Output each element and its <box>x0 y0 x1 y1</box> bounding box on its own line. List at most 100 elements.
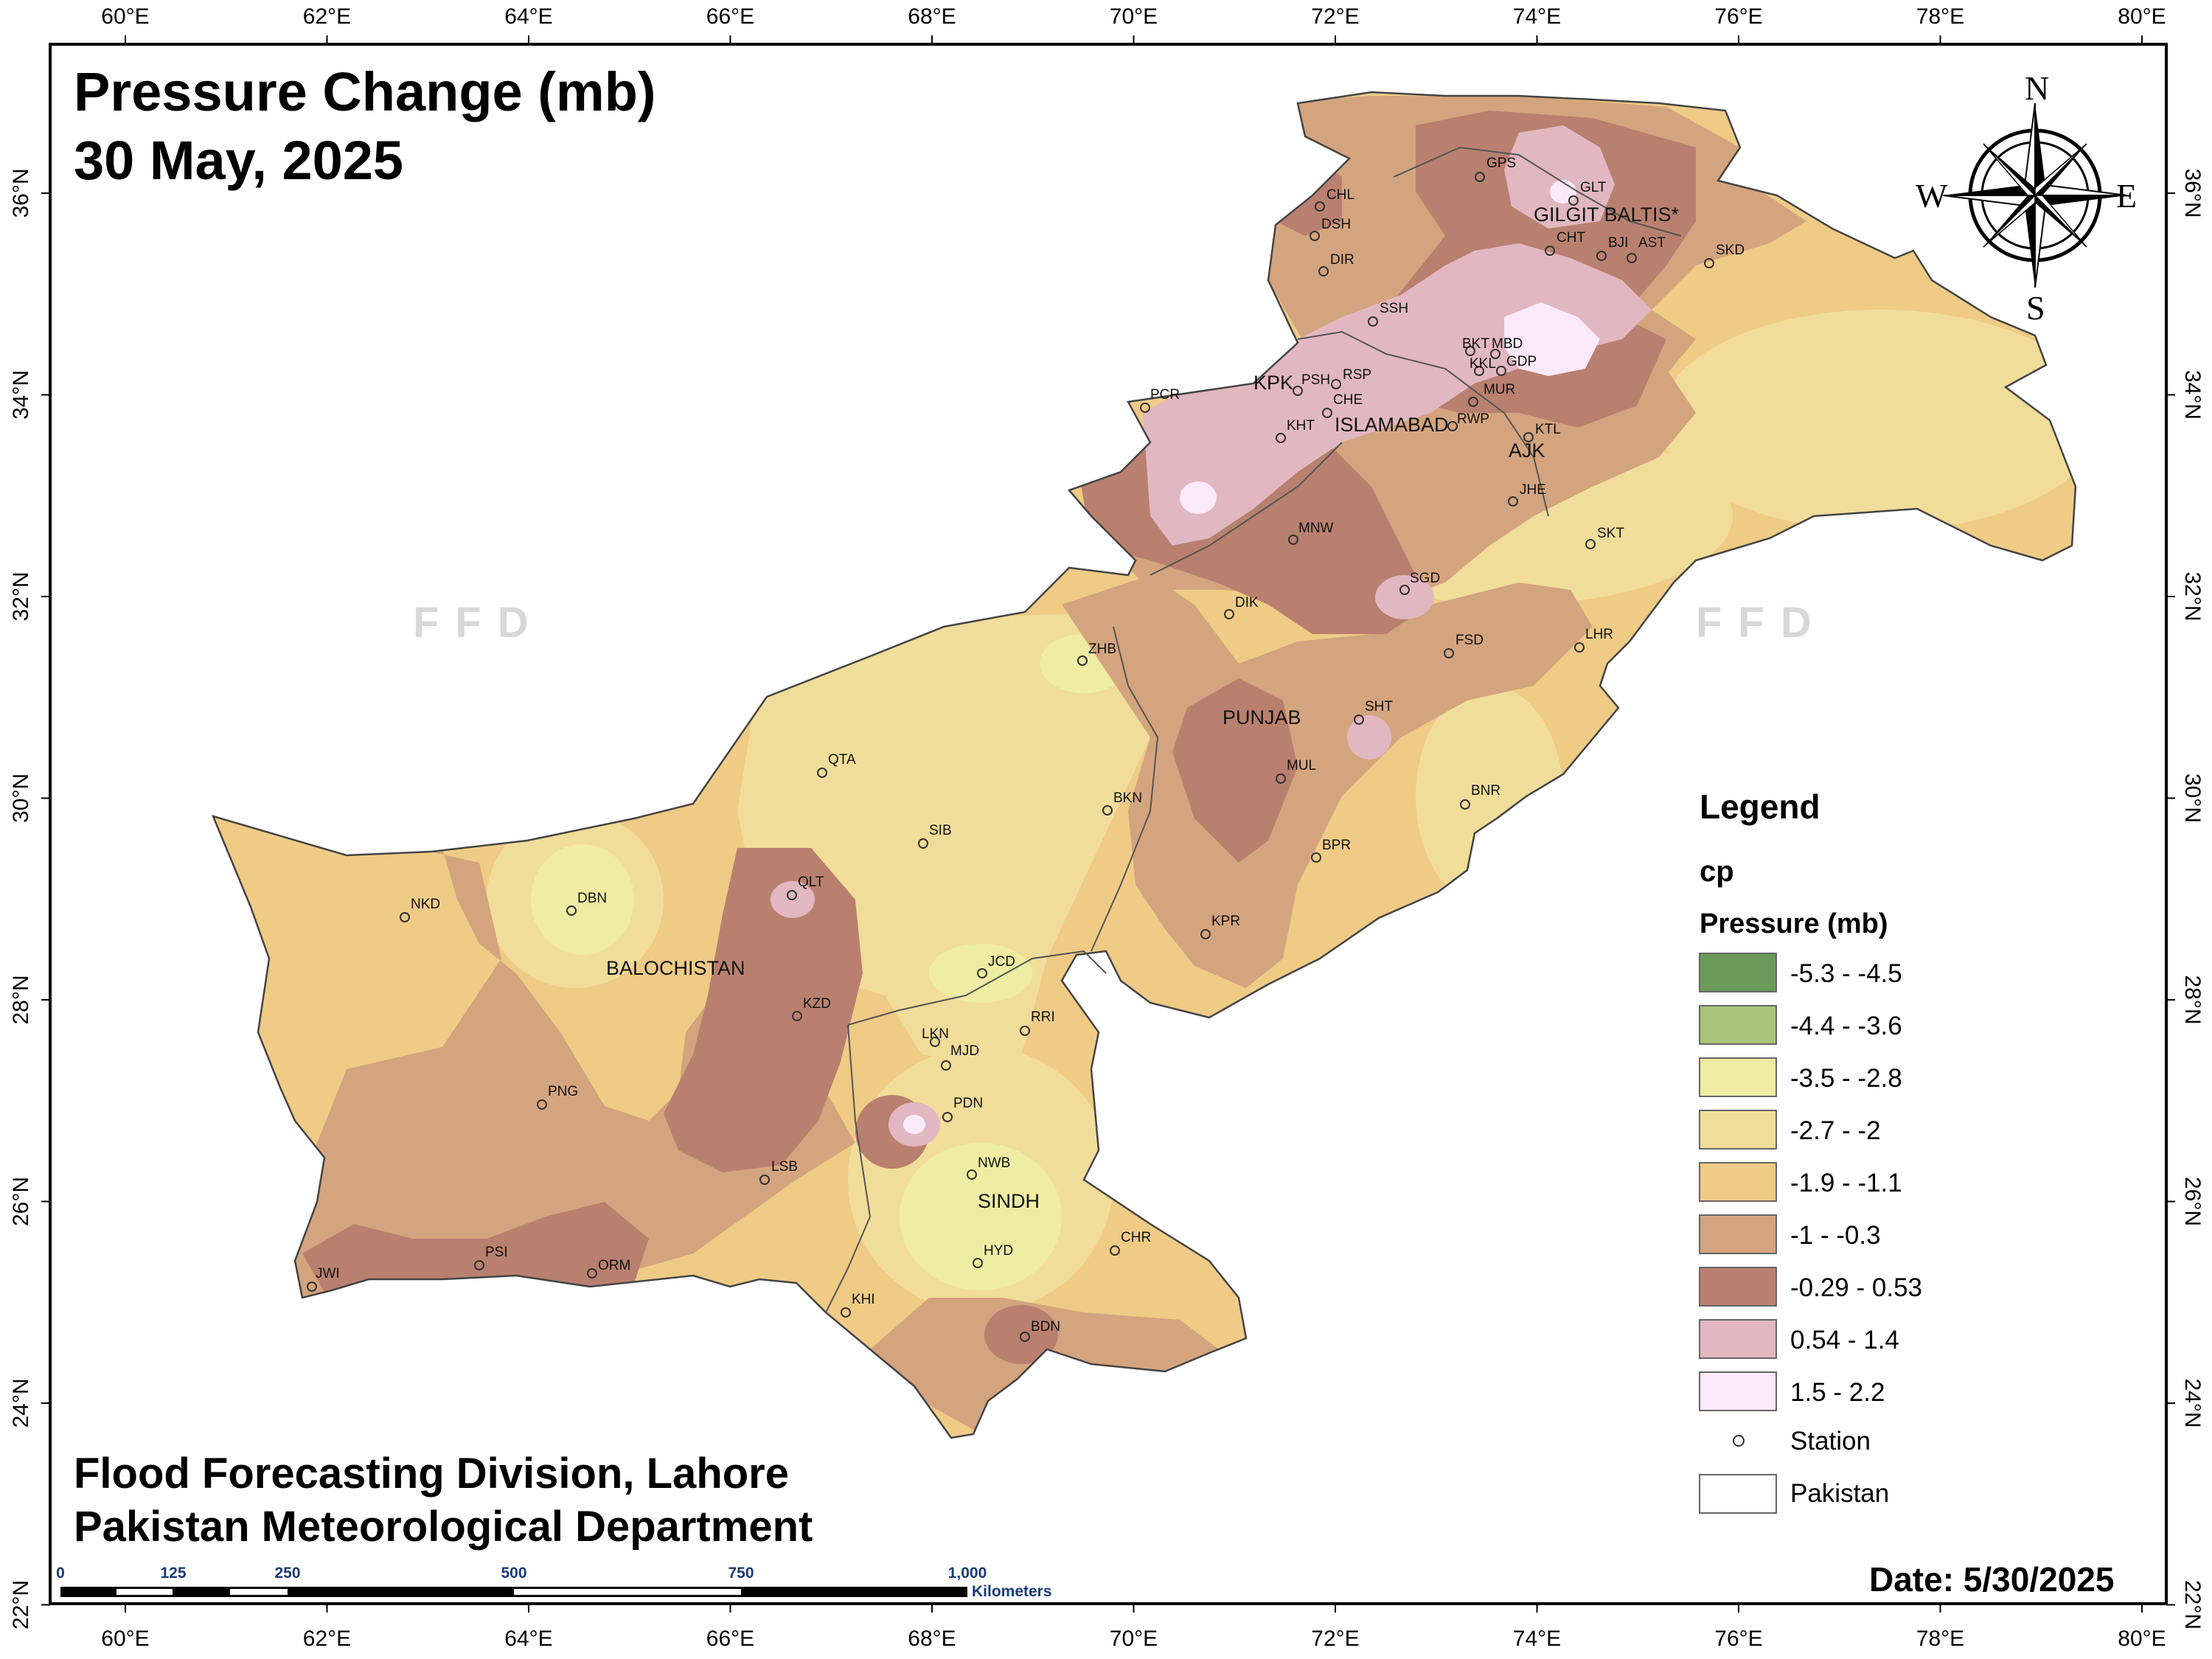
lon-tick-label: 62°E <box>303 4 351 29</box>
longitude-ticks-bottom: 60°E 62°E 64°E 66°E 68°E 70°E 72°E 74°E 76°E 78°E… <box>101 1604 2166 1651</box>
legend-station-symbol <box>1733 1435 1745 1447</box>
legend-class: -4.4 - -3.6 <box>1699 1005 1902 1045</box>
station-png: PNG <box>537 1084 578 1110</box>
lat-tick-label: 22°N <box>9 1580 33 1630</box>
lon-tick-label: 66°E <box>706 4 754 29</box>
station-dir: DIR <box>1318 252 1354 276</box>
station-jwi: JWI <box>307 1266 340 1292</box>
station-bkn: BKN <box>1102 790 1142 815</box>
contour-band <box>531 844 634 955</box>
region-label: KPK <box>1253 372 1293 394</box>
station-chl: CHL <box>1315 187 1354 212</box>
legend-class-label: -1.9 - -1.1 <box>1790 1169 1902 1197</box>
legend-class: -0.29 - 0.53 <box>1699 1267 1922 1307</box>
contour-band <box>1504 302 1600 376</box>
station-jcd: JCD <box>977 954 1015 978</box>
legend-title: Legend <box>1700 787 1820 826</box>
legend-swatch <box>1699 953 1777 992</box>
station-nkd: NKD <box>400 897 440 922</box>
scale-tick-label: 750 <box>728 1565 754 1582</box>
station-orm: ORM <box>587 1258 630 1279</box>
watermark: FFD <box>413 599 545 647</box>
lat-tick-label: 24°N <box>9 1378 33 1427</box>
region-label: SINDH <box>978 1190 1040 1212</box>
legend: Legend cp Pressure (mb) -5.3 - -4.5 -4.4 … <box>1699 787 1922 1514</box>
scale-tick-label: 125 <box>160 1565 186 1582</box>
svg-text:HYD: HYD <box>984 1243 1013 1259</box>
legend-class-label: -3.5 - -2.8 <box>1790 1064 1902 1093</box>
legend-class-label: 1.5 - 2.2 <box>1790 1378 1885 1407</box>
legend-layer: cp <box>1700 855 1734 888</box>
legend-swatch <box>1699 1214 1777 1254</box>
lat-tick-label: 30°N <box>2180 773 2205 823</box>
contour-band <box>664 848 863 1172</box>
station-skd: SKD <box>1704 243 1745 268</box>
station-mnw: MNW <box>1288 521 1334 545</box>
svg-text:PCR: PCR <box>1150 387 1180 403</box>
svg-text:AST: AST <box>1638 235 1666 251</box>
lat-tick-label: 28°N <box>2180 975 2205 1024</box>
station-rri: RRI <box>1020 1009 1055 1036</box>
lat-tick-label: 26°N <box>2180 1177 2205 1226</box>
station-jhe: JHE <box>1508 482 1546 507</box>
station-gdp: GDP <box>1496 354 1537 376</box>
station-sgd: SGD <box>1399 571 1440 595</box>
svg-text:MUR: MUR <box>1484 382 1515 397</box>
lon-tick-label: 80°E <box>2118 1627 2166 1651</box>
svg-text:PDN: PDN <box>953 1096 983 1111</box>
lat-tick-label: 28°N <box>9 975 33 1024</box>
station-gps: GPS <box>1475 156 1516 182</box>
legend-swatch <box>1699 1319 1777 1359</box>
svg-text:SKT: SKT <box>1597 526 1624 541</box>
lon-tick-label: 76°E <box>1714 1627 1762 1651</box>
region-label: PUNJAB <box>1222 706 1301 728</box>
svg-text:PSI: PSI <box>485 1245 508 1260</box>
compass-rose: N S E W <box>1916 69 2137 327</box>
province-boundaries <box>825 146 1682 1313</box>
lon-tick-label: 74°E <box>1513 4 1561 29</box>
legend-class-label: -0.29 - 0.53 <box>1790 1273 1922 1302</box>
svg-text:DIR: DIR <box>1330 252 1354 268</box>
lon-tick-label: 80°E <box>2118 4 2166 29</box>
svg-text:JCD: JCD <box>988 954 1015 970</box>
station-ast: AST <box>1627 235 1666 263</box>
lat-tick-label: 32°N <box>9 571 33 621</box>
lon-tick-label: 76°E <box>1714 4 1762 29</box>
legend-swatch <box>1699 1057 1777 1097</box>
latitude-ticks-right: 36°N 34°N 32°N 30°N 28°N 26°N 24°N 22°N <box>2166 168 2205 1630</box>
region-label: GILGIT BALTIS* <box>1534 204 1680 226</box>
svg-text:SIB: SIB <box>929 823 952 838</box>
longitude-ticks-top: 60°E 62°E 64°E 66°E 68°E 70°E 72°E 74°E 76°E 78°E… <box>101 4 2166 44</box>
legend-swatch <box>1699 1267 1777 1307</box>
svg-text:CHE: CHE <box>1333 392 1363 408</box>
lat-tick-label: 34°N <box>2180 370 2205 420</box>
station-dik: DIK <box>1224 595 1259 619</box>
map-date-title: 30 May, 2025 <box>74 130 403 191</box>
legend-class: -2.7 - -2 <box>1699 1110 1881 1150</box>
legend-swatch <box>1699 1162 1777 1202</box>
scale-tick-label: 500 <box>501 1565 526 1582</box>
svg-text:SKD: SKD <box>1716 243 1745 258</box>
compass-s: S <box>2026 289 2045 327</box>
map-title: Pressure Change (mb) <box>74 61 656 122</box>
svg-text:MNW: MNW <box>1298 521 1334 536</box>
station-lsb: LSB <box>759 1159 798 1185</box>
station-mjd: MJD <box>941 1043 979 1071</box>
svg-text:NWB: NWB <box>978 1155 1010 1171</box>
lon-tick-label: 74°E <box>1513 1627 1561 1651</box>
svg-text:SGD: SGD <box>1410 571 1440 586</box>
svg-text:BNR: BNR <box>1471 783 1500 799</box>
legend-class: -3.5 - -2.8 <box>1699 1057 1902 1097</box>
svg-text:DIK: DIK <box>1235 595 1259 611</box>
station-bnr: BNR <box>1460 783 1500 810</box>
station-mul: MUL <box>1276 758 1316 784</box>
svg-text:BKT: BKT <box>1462 336 1489 352</box>
station-sib: SIB <box>918 823 952 849</box>
svg-text:QLT: QLT <box>798 874 824 890</box>
lon-tick-label: 62°E <box>303 1627 351 1651</box>
legend-station-label: Station <box>1790 1427 1871 1455</box>
svg-text:LSB: LSB <box>771 1159 798 1175</box>
svg-text:FSD: FSD <box>1455 633 1484 648</box>
legend-boundary-label: Pakistan <box>1790 1479 1889 1508</box>
station-lhr: LHR <box>1574 627 1613 653</box>
